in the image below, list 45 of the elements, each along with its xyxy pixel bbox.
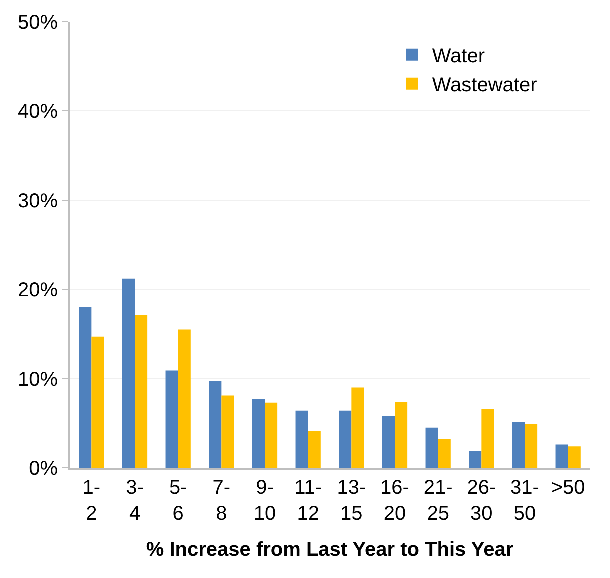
legend-label: Water — [432, 46, 486, 68]
legend-label: Wastewater — [432, 74, 538, 97]
x-tick-label: 21- 25 — [424, 477, 453, 525]
bar — [209, 381, 222, 468]
x-tick-label: 5- 6 — [169, 477, 188, 525]
x-tick-label: 9- 10 — [254, 477, 276, 525]
bar — [79, 307, 92, 468]
bar — [395, 402, 408, 468]
bar — [122, 278, 135, 468]
y-tick-label: 40% — [18, 101, 58, 124]
x-tick-label: 16- 20 — [380, 477, 410, 525]
bar — [469, 451, 482, 468]
bar — [382, 416, 395, 468]
bar — [525, 424, 538, 468]
bar — [339, 410, 352, 468]
x-tick-label: 3- 4 — [126, 477, 144, 525]
x-axis-title: % Increase from Last Year to This Year — [146, 539, 514, 561]
bar — [222, 396, 234, 468]
x-tick-label: 1- 2 — [82, 477, 101, 525]
x-tick-label: 26- 30 — [467, 477, 496, 525]
bar — [265, 402, 278, 468]
bar — [135, 315, 148, 468]
y-tick-label: 50% — [18, 12, 58, 34]
x-tick-label: >50 — [551, 477, 586, 499]
bar — [426, 428, 438, 468]
x-tick-label: 31- 50 — [510, 477, 540, 525]
bar — [482, 409, 494, 468]
bar — [92, 336, 104, 468]
x-tick-label: 13- 15 — [337, 477, 366, 525]
x-tick-label: 11- 12 — [294, 477, 322, 525]
bar — [308, 431, 321, 468]
bar — [512, 422, 525, 468]
bar — [166, 370, 178, 468]
bar — [438, 439, 451, 468]
bar — [296, 410, 308, 468]
y-tick-label: 0% — [29, 458, 58, 480]
y-tick-label: 20% — [18, 280, 58, 302]
y-tick-label: 10% — [18, 368, 58, 391]
y-tick-label: 30% — [18, 190, 58, 212]
bar — [178, 330, 191, 468]
x-tick-label: 7- 8 — [212, 477, 231, 525]
bar — [352, 388, 364, 468]
bar — [556, 444, 568, 468]
bar — [568, 446, 581, 468]
bar — [252, 399, 265, 468]
